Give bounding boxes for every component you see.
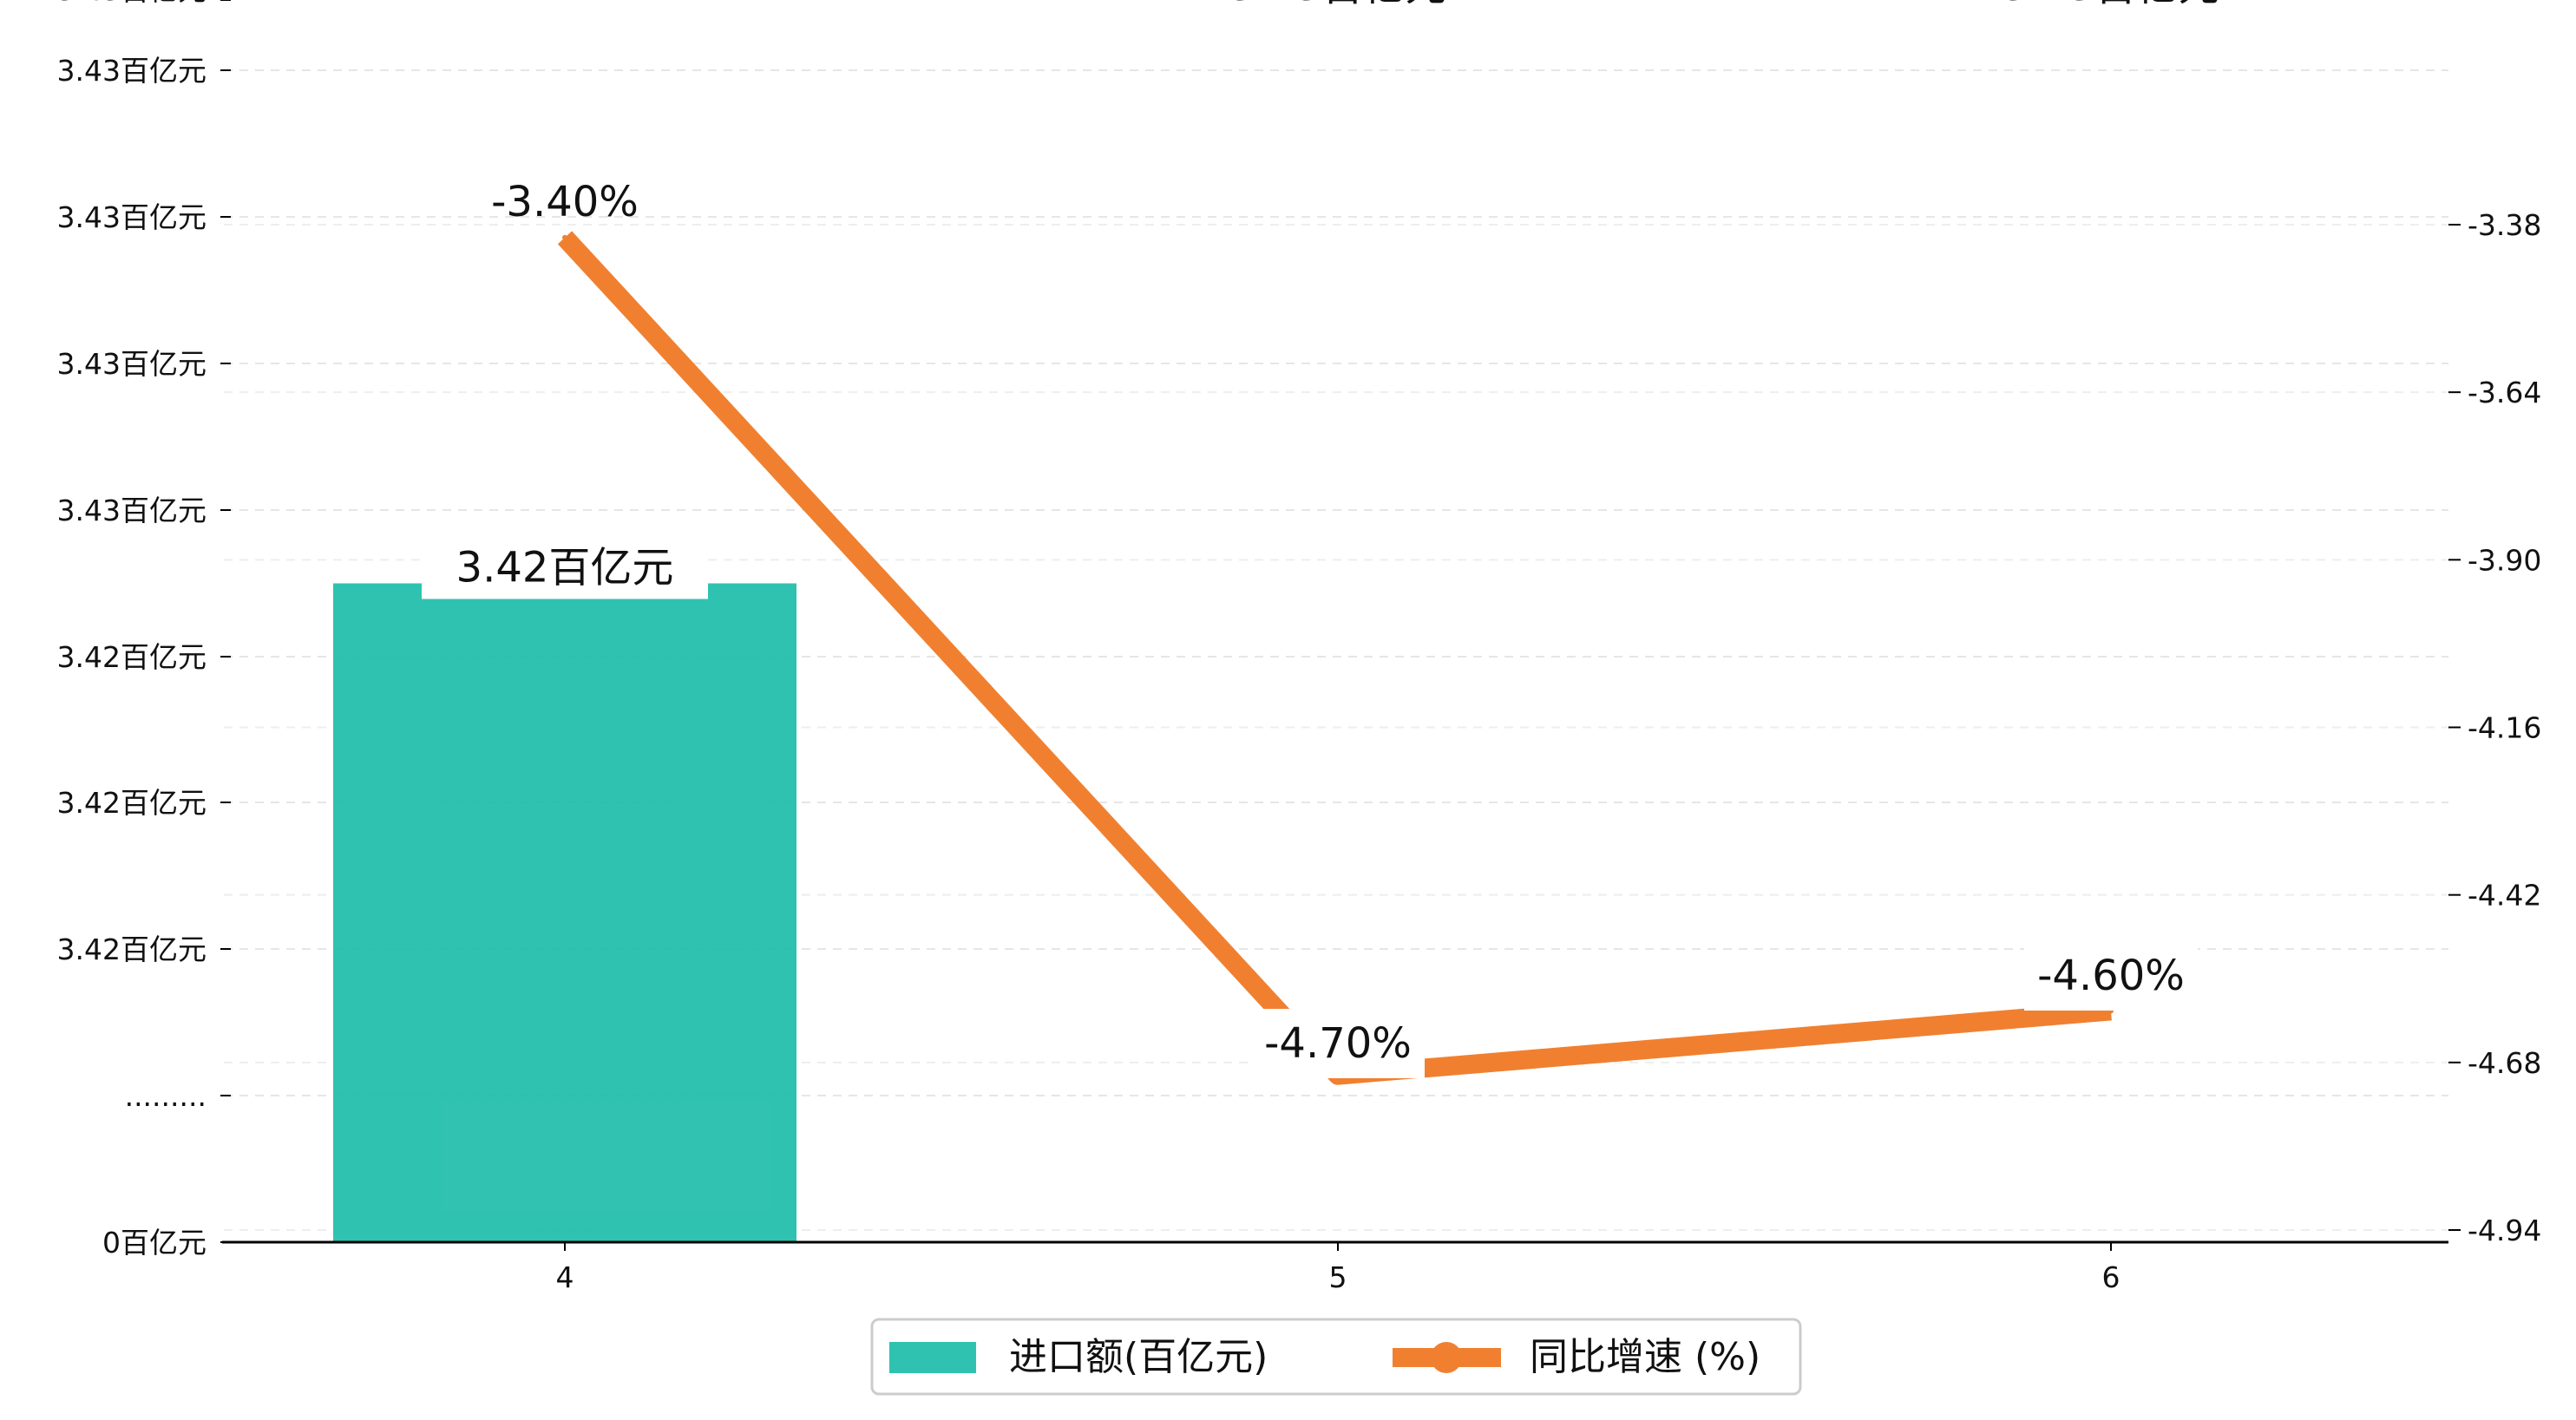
axes: 0百亿元......... 3.42百亿元 3.42百亿元 3.42百亿元 3.43百亿… bbox=[57, 0, 2541, 1294]
x-tick-label: 6 bbox=[2102, 1260, 2120, 1294]
legend-bar-swatch bbox=[889, 1342, 976, 1373]
line-label-bg bbox=[1251, 1009, 1425, 1078]
y-left-tick-label: 3.43百亿元 bbox=[57, 54, 206, 88]
y-left-tick-label: 3.42百亿元 bbox=[57, 932, 206, 966]
legend-line-label: 同比增速 (%) bbox=[1530, 1335, 1760, 1379]
y-right-tick-label: -4.94 bbox=[2468, 1214, 2541, 1247]
y-right-tick-label: -4.42 bbox=[2468, 879, 2541, 913]
line-label-bg bbox=[2024, 941, 2198, 1011]
bar-4 bbox=[333, 583, 796, 1242]
legend: 进口额(百亿元) 同比增速 (%) bbox=[870, 1318, 1802, 1396]
y-left-tick-label: 3.43百亿元 bbox=[57, 0, 206, 7]
y-left-tick-label: 3.42百亿元 bbox=[57, 640, 206, 674]
y-left-tick-label: 3.43百亿元 bbox=[57, 347, 206, 381]
legend-box bbox=[870, 1318, 1802, 1396]
bar-value-label: 3.43百亿元 bbox=[2002, 0, 2220, 10]
bar-value-label: 3.42百亿元 bbox=[456, 544, 674, 592]
line-value-label: -4.60% bbox=[2037, 952, 2185, 1000]
y-left-tick-label: 3.43百亿元 bbox=[57, 200, 206, 234]
legend-line-marker bbox=[1431, 1342, 1462, 1373]
line-value-label: -4.70% bbox=[1264, 1019, 1412, 1068]
bar-series bbox=[333, 583, 796, 1242]
y-left-tick-label: 3.42百亿元 bbox=[57, 786, 206, 820]
y-right-tick-label: -4.16 bbox=[2468, 711, 2541, 745]
y-left-tick-label: ......... bbox=[125, 1079, 206, 1113]
bar-label-bg bbox=[1195, 0, 1481, 57]
x-tick-label: 5 bbox=[1329, 1260, 1347, 1294]
growth-point-4 bbox=[562, 234, 567, 240]
bar-value-label: 3.43百亿元 bbox=[1229, 0, 1447, 10]
y-right-tick-label: -4.68 bbox=[2468, 1046, 2541, 1080]
y-left-tick-label: 3.43百亿元 bbox=[57, 494, 206, 527]
bar-label-bg bbox=[422, 541, 708, 599]
legend-bar-label: 进口额(百亿元) bbox=[1009, 1335, 1268, 1379]
bar-label-bg bbox=[1968, 0, 2254, 57]
x-tick-label: 4 bbox=[556, 1260, 574, 1294]
y-right-tick-label: -3.90 bbox=[2468, 543, 2541, 577]
line-value-label: -3.40% bbox=[491, 178, 639, 226]
y-right-tick-label: -3.64 bbox=[2468, 376, 2541, 409]
y-left-tick-label: 0百亿元 bbox=[102, 1226, 206, 1260]
data-labels: 3.42百亿元 3.43百亿元 3.43百亿元 -3.40% -4.70% -4.60% bbox=[422, 0, 2254, 1078]
y-right-tick-label: -3.38 bbox=[2468, 208, 2541, 242]
